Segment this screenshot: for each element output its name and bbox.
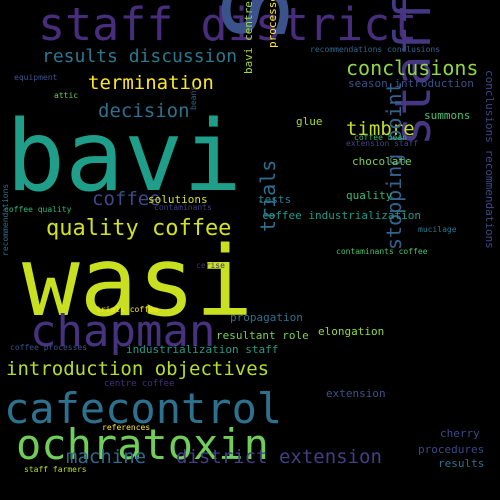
word: quality coffee: [46, 216, 232, 241]
word: cerise: [196, 261, 225, 270]
word: coffee bean: [354, 133, 407, 142]
word: contaminants coffee: [336, 247, 428, 256]
word: resultant role: [216, 329, 309, 342]
word: centre coffee: [104, 379, 175, 389]
word: quality: [346, 189, 393, 202]
word: introduction objectives: [6, 358, 270, 380]
word: machine: [66, 446, 147, 468]
word: staff farmers: [24, 465, 87, 474]
word: procedures: [418, 443, 485, 456]
word: tests: [258, 193, 292, 206]
word: recommendations conclusions: [310, 45, 441, 54]
word: coffee processes: [10, 343, 88, 352]
word: processes equipment: [266, 0, 279, 48]
word: coffee industrialization: [262, 209, 421, 222]
word: equipment: [14, 73, 58, 82]
word: glue: [296, 115, 323, 128]
word: mucilage: [418, 225, 457, 234]
word: season introduction: [348, 77, 474, 90]
word: contaminants: [154, 203, 212, 212]
word: staff district: [38, 0, 418, 51]
word: trials coffee: [96, 305, 159, 314]
word: termination: [88, 72, 214, 94]
word: extension: [326, 387, 386, 400]
word: industrialization staff: [126, 343, 279, 356]
word: conclusions recommendations: [483, 70, 496, 249]
word: solutions: [148, 193, 208, 206]
word: coffee: [92, 188, 161, 210]
word: results: [438, 457, 485, 470]
word: attic: [54, 91, 79, 100]
word: conclusions: [346, 56, 479, 80]
word: decision: [98, 100, 190, 122]
word: chapman: [30, 306, 216, 357]
word: results discussion: [42, 46, 238, 67]
word: summons: [424, 109, 471, 122]
word: coffee quality: [4, 205, 72, 214]
word: extension staff: [346, 139, 419, 148]
word: district extension: [176, 446, 382, 468]
word: recommendations: [1, 183, 10, 256]
word: wasi: [22, 226, 254, 338]
word: chocolate: [352, 155, 412, 168]
word: bavi centre: [242, 1, 255, 74]
word: bavi: [6, 100, 243, 214]
word: beans: [189, 85, 198, 110]
word: elongation: [318, 325, 385, 338]
word: references: [102, 423, 151, 432]
word: propagation: [230, 311, 303, 324]
word: cherry: [440, 427, 480, 440]
word: timbre: [346, 118, 415, 140]
word: cafecontrol: [4, 384, 283, 433]
word: ochratoxin: [16, 420, 269, 469]
